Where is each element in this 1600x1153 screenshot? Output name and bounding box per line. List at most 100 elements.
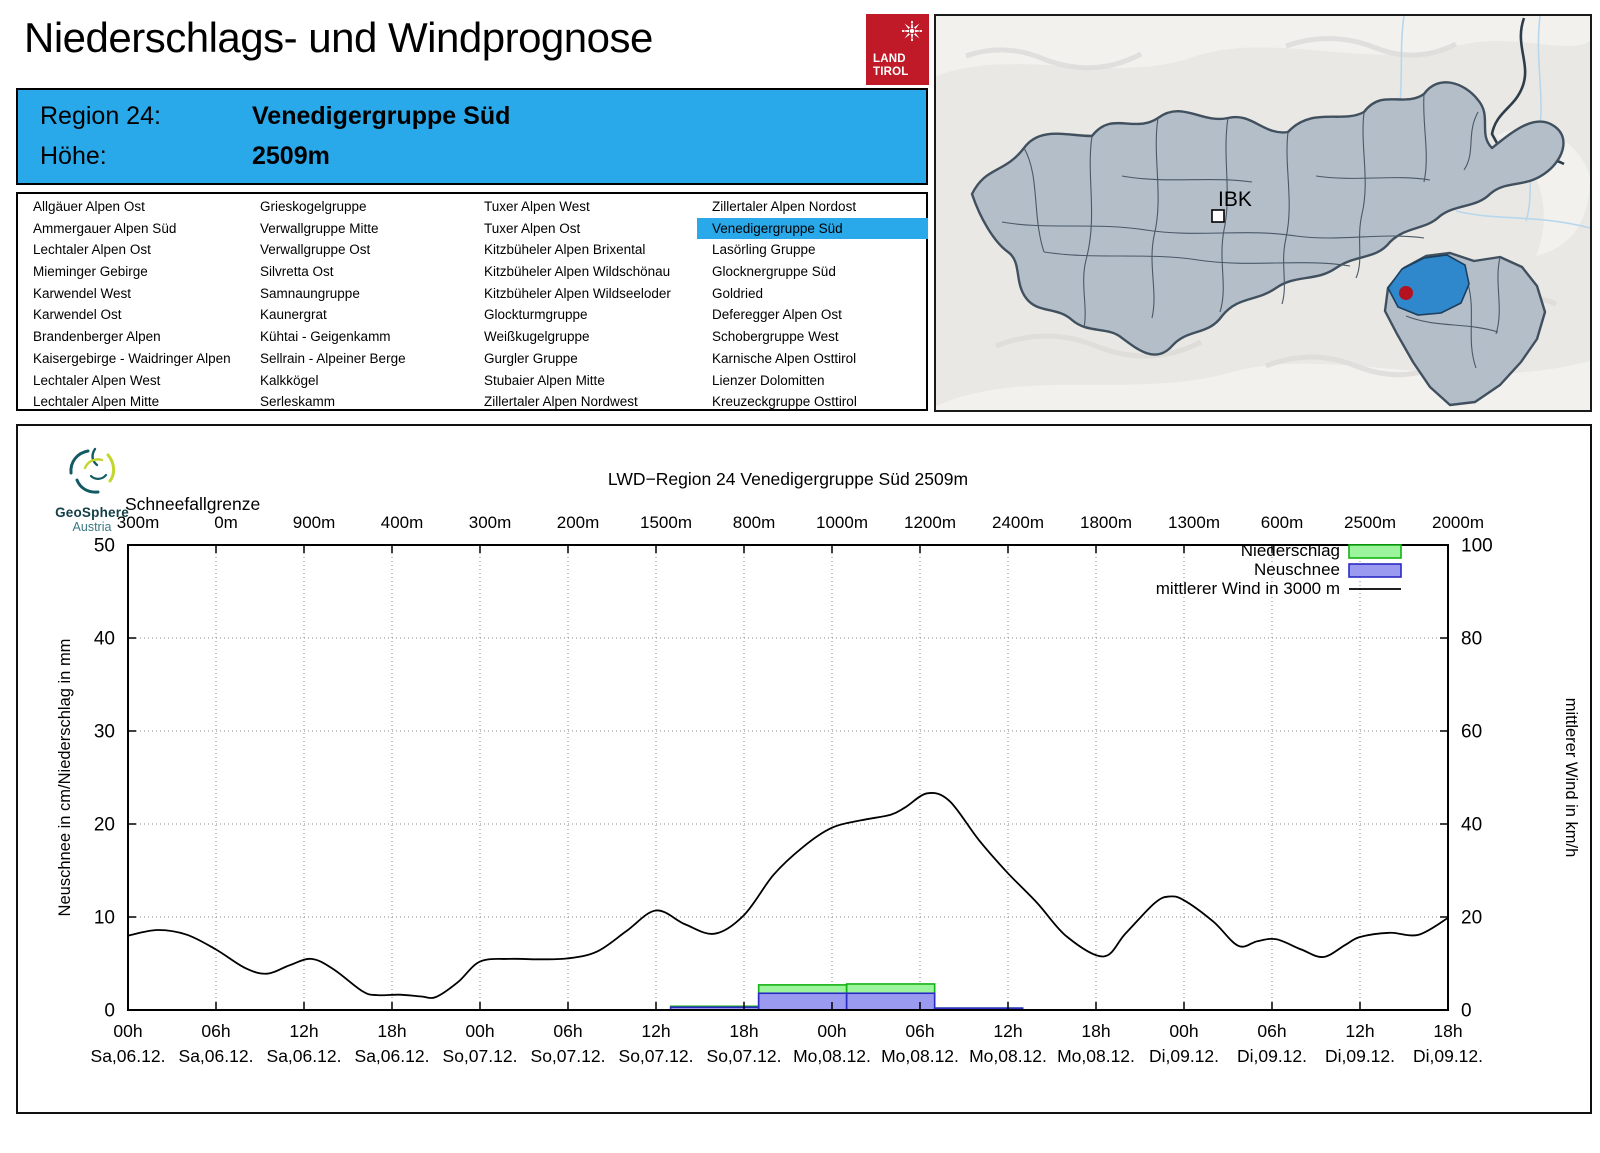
x-axis-time-label: 00h [1169, 1021, 1198, 1041]
snowline-value: 1300m [1168, 513, 1220, 532]
region-list-item[interactable]: Goldried [712, 285, 764, 301]
region-list-item[interactable]: Stubaier Alpen Mitte [484, 372, 605, 388]
snowline-value: 1000m [816, 513, 868, 532]
region-list-item[interactable]: Lasörling Gruppe [712, 242, 816, 258]
x-axis-date-label: Sa,06.12. [179, 1046, 254, 1066]
chart-title: LWD−Region 24 Venedigergruppe Süd 2509m [608, 469, 968, 489]
region-list-item[interactable]: Serleskamm [260, 394, 336, 410]
right-axis-title: mittlerer Wind in km/h [1562, 698, 1580, 858]
region-list-item[interactable]: Kreuzeckgruppe Osttirol [712, 394, 857, 410]
x-axis-date-label: So,07.12. [531, 1046, 606, 1066]
region-list-item[interactable]: Weißkugelgruppe [484, 329, 590, 345]
region-number-label: Region 24: [40, 102, 161, 130]
region-list-item[interactable]: Karwendel West [33, 285, 132, 301]
x-axis-date-label: Sa,06.12. [91, 1046, 166, 1066]
right-axis-tick-label: 40 [1461, 815, 1482, 836]
right-axis-tick-label: 20 [1461, 908, 1482, 929]
logo-text-tirol: TIROL [873, 66, 909, 78]
x-axis-date-label: Sa,06.12. [267, 1046, 342, 1066]
region-list-item[interactable]: Kitzbüheler Alpen Wildschönau [484, 264, 671, 280]
x-axis-date-label: Di,09.12. [1149, 1046, 1219, 1066]
snowline-value: 2500m [1344, 513, 1396, 532]
map-city-label: IBK [1218, 188, 1252, 211]
region-list-item[interactable]: Karnische Alpen Osttirol [712, 350, 857, 366]
region-list-item[interactable]: Tuxer Alpen Ost [484, 220, 581, 236]
region-list-column-2: Grieskogelgruppe Verwallgruppe Mitte Verwa… [245, 196, 469, 413]
region-list-item[interactable]: Verwallgruppe Ost [260, 242, 371, 258]
x-axis-date-label: Mo,08.12. [969, 1046, 1047, 1066]
region-list-item[interactable]: Kühtai - Geigenkamm [260, 329, 391, 345]
legend-swatch-niederschlag [1348, 544, 1402, 559]
x-axis-time-label: 06h [553, 1021, 582, 1041]
left-axis-tick-label: 20 [94, 815, 115, 836]
snowline-value: 1500m [640, 513, 692, 532]
region-list-item-selected[interactable]: Venedigergruppe Süd [697, 217, 928, 240]
snowline-value: 2400m [992, 513, 1044, 532]
x-axis-time-label: 12h [993, 1021, 1022, 1041]
region-list-item[interactable]: Tuxer Alpen West [484, 199, 590, 214]
region-list-item[interactable]: Zillertaler Alpen Nordwest [484, 394, 638, 410]
page-title: Niederschlags- und Windprognose [24, 14, 653, 61]
region-list-item[interactable]: Deferegger Alpen Ost [712, 307, 842, 323]
altitude-label: Höhe: [40, 142, 107, 170]
snowline-value: 600m [1261, 513, 1304, 532]
geosphere-logo-icon [69, 447, 116, 494]
region-list-item[interactable]: Gurgler Gruppe [484, 350, 578, 366]
region-list-item[interactable]: Kitzbüheler Alpen Wildseeloder [484, 285, 671, 301]
region-list-item[interactable]: Verwallgruppe Mitte [260, 220, 379, 236]
geosphere-name: GeoSphere [55, 505, 129, 520]
region-list-item[interactable]: Kaisergebirge - Waidringer Alpen [33, 350, 231, 366]
snowline-value: 900m [293, 513, 336, 532]
region-list-item[interactable]: Allgäuer Alpen Ost [33, 199, 145, 214]
x-axis-date-label: So,07.12. [443, 1046, 518, 1066]
map-north-tirol[interactable] [970, 81, 1565, 356]
x-axis-time-label: 12h [641, 1021, 670, 1041]
neuschnee-bar [757, 992, 848, 1011]
tirol-map[interactable]: IBK [934, 14, 1592, 412]
region-list-item[interactable]: Karwendel Ost [33, 307, 122, 323]
region-list-item[interactable]: Lienzer Dolomitten [712, 372, 825, 388]
snowline-value: 800m [733, 513, 776, 532]
x-axis-time-label: 18h [1081, 1021, 1110, 1041]
region-list-item[interactable]: Schobergruppe West [712, 329, 839, 345]
region-list-item[interactable]: Zillertaler Alpen Nordost [712, 199, 857, 214]
x-axis-date-label: Mo,08.12. [881, 1046, 959, 1066]
snowline-value: 300m [469, 513, 512, 532]
axis-ticks [127, 544, 1449, 1011]
x-axis-time-label: 18h [1433, 1021, 1462, 1041]
tirol-eagle-icon [901, 20, 923, 42]
x-axis-time-label: 18h [377, 1021, 406, 1041]
region-list-item[interactable]: Lechtaler Alpen Ost [33, 242, 151, 258]
region-list-item[interactable]: Samnaungruppe [260, 285, 360, 301]
snowline-value: 1200m [904, 513, 956, 532]
legend-label: mittlerer Wind in 3000 m [1156, 579, 1340, 598]
region-list-item[interactable]: Lechtaler Alpen Mitte [33, 394, 160, 410]
region-list-item[interactable]: Brandenberger Alpen [33, 329, 161, 345]
x-axis-date-label: Mo,08.12. [1057, 1046, 1135, 1066]
neuschnee-bar [845, 992, 936, 1011]
left-axis-tick-label: 40 [94, 629, 115, 650]
region-list-item[interactable]: Ammergauer Alpen Süd [33, 220, 177, 236]
left-axis-title: Neuschnee in cm/Niederschlag in mm [56, 639, 74, 917]
region-list-item[interactable]: Glocknergruppe Süd [712, 264, 836, 280]
region-list-column-1: Allgäuer Alpen Ost Ammergauer Alpen Süd Le… [18, 196, 245, 413]
altitude-value: 2509m [252, 142, 330, 170]
x-axis-date-label: Di,09.12. [1413, 1046, 1483, 1066]
region-list-item[interactable]: Lechtaler Alpen West [33, 372, 161, 388]
legend-label: Niederschlag [1241, 541, 1340, 560]
region-list-item[interactable]: Kaunergrat [260, 307, 327, 323]
region-list-item[interactable]: Kalkkögel [260, 372, 319, 388]
map-ibk-marker [1211, 209, 1225, 223]
geosphere-logo: GeoSphere Austria [40, 446, 144, 534]
map-region-venedigergruppe-sued[interactable] [1387, 254, 1470, 316]
region-list-item[interactable]: Sellrain - Alpeiner Berge [260, 350, 406, 366]
x-axis-time-label: 00h [817, 1021, 846, 1041]
snowline-value: 200m [557, 513, 600, 532]
x-axis-time-label: 06h [201, 1021, 230, 1041]
x-axis-time-label: 12h [1345, 1021, 1374, 1041]
region-list-item[interactable]: Silvretta Ost [260, 264, 334, 280]
region-list-item[interactable]: Mieminger Gebirge [33, 264, 148, 280]
region-list-item[interactable]: Grieskogelgruppe [260, 199, 367, 214]
region-list-item[interactable]: Glockturmgruppe [484, 307, 588, 323]
region-list-item[interactable]: Kitzbüheler Alpen Brixental [484, 242, 646, 258]
